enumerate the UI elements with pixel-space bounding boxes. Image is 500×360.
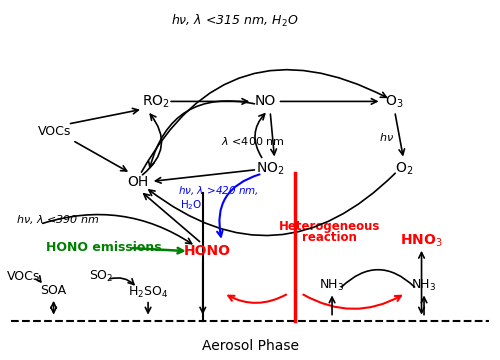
Text: RO$_2$: RO$_2$ <box>142 93 170 109</box>
Text: VOCs: VOCs <box>38 125 72 138</box>
Text: NH$_3$: NH$_3$ <box>320 278 344 293</box>
Text: HONO: HONO <box>184 244 231 258</box>
Text: reaction: reaction <box>302 231 357 244</box>
Text: SO$_2$: SO$_2$ <box>88 269 113 284</box>
Text: H$_2$O: H$_2$O <box>180 198 203 212</box>
Text: Aerosol Phase: Aerosol Phase <box>202 339 298 353</box>
Text: O$_3$: O$_3$ <box>385 93 404 109</box>
Text: Heterogeneous: Heterogeneous <box>279 220 380 233</box>
Text: VOCs: VOCs <box>7 270 40 283</box>
Text: NO: NO <box>254 94 276 108</box>
Text: H$_2$SO$_4$: H$_2$SO$_4$ <box>128 285 168 300</box>
Text: O$_2$: O$_2$ <box>395 161 413 177</box>
Text: $h\nu$: $h\nu$ <box>379 131 394 143</box>
Text: SOA: SOA <box>40 284 66 297</box>
Text: NH$_3$: NH$_3$ <box>412 278 436 293</box>
Text: HONO emissions: HONO emissions <box>46 241 162 255</box>
Text: OH: OH <box>128 175 149 189</box>
Text: $h\nu$, $\lambda$ <390 nm: $h\nu$, $\lambda$ <390 nm <box>16 213 100 226</box>
Text: $h\nu$, $\lambda$ >420 nm,: $h\nu$, $\lambda$ >420 nm, <box>178 184 259 197</box>
Text: NO$_2$: NO$_2$ <box>256 161 284 177</box>
Text: HNO$_3$: HNO$_3$ <box>400 233 443 249</box>
Text: $\lambda$ <400 nm: $\lambda$ <400 nm <box>220 135 284 147</box>
Text: $h\nu$, $\lambda$ <315 nm, H$_2$O: $h\nu$, $\lambda$ <315 nm, H$_2$O <box>172 13 299 29</box>
